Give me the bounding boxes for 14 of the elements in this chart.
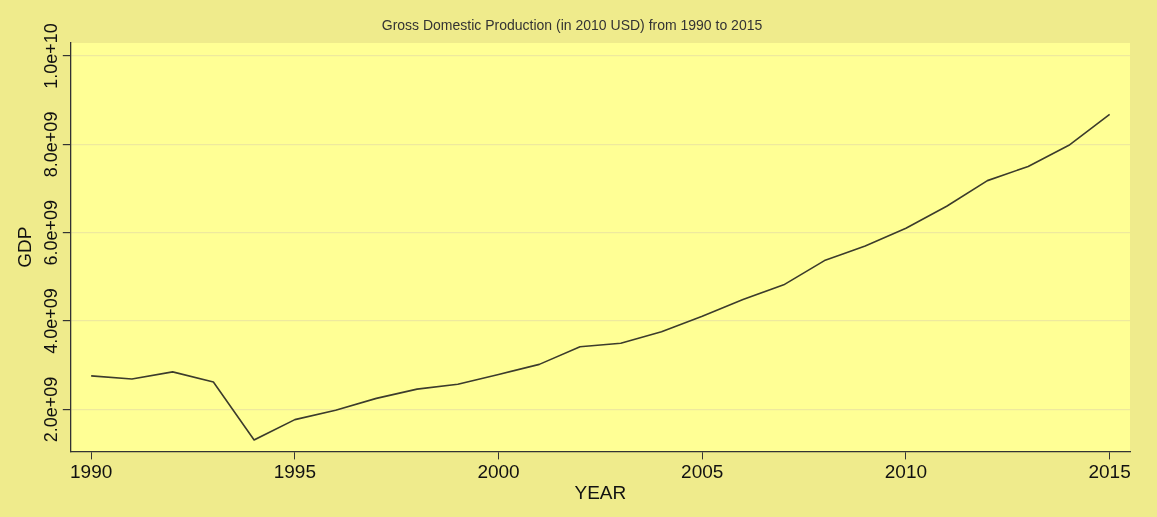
x-tick-label: 2005 bbox=[681, 461, 724, 483]
x-tick-label: 2010 bbox=[884, 461, 928, 483]
chart-title: Gross Domestic Production (in 2010 USD) from 1990 to 2015 bbox=[381, 17, 763, 34]
y-tick-label: 4.0e+09 bbox=[40, 288, 61, 354]
y-axis-title: GDP bbox=[13, 226, 35, 268]
y-tick-label: 1.0e+10 bbox=[40, 23, 61, 89]
y-tick-label: 2.0e+09 bbox=[40, 376, 61, 443]
x-tick-label: 2000 bbox=[477, 461, 520, 483]
x-tick-label: 2015 bbox=[1088, 461, 1131, 483]
x-tick-label: 1990 bbox=[70, 461, 113, 483]
y-tick-label: 6.0e+09 bbox=[40, 199, 61, 266]
y-tick-label: 8.0e+09 bbox=[40, 111, 61, 178]
x-axis-title: YEAR bbox=[574, 481, 627, 503]
x-tick-label: 1995 bbox=[273, 461, 316, 483]
